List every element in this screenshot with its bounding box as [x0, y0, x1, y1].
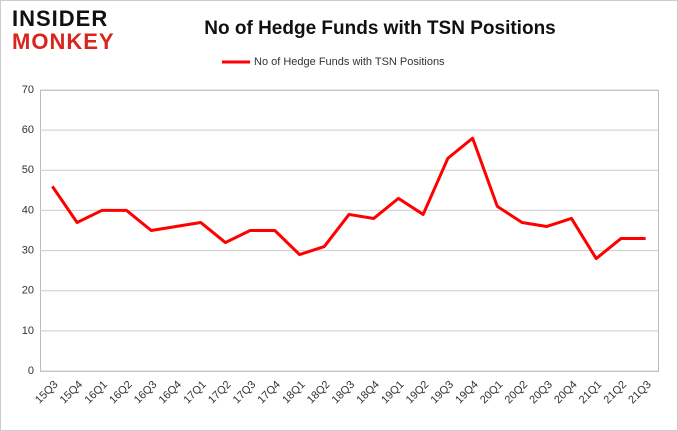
y-tick-label: 60: [22, 124, 34, 136]
data-line: [51, 136, 646, 261]
chart-title: No of Hedge Funds with TSN Positions: [204, 18, 556, 39]
y-tick-label: 70: [22, 84, 34, 96]
y-tick-label: 0: [28, 365, 34, 377]
logo-line2: MONKEY: [12, 29, 115, 54]
y-tick-label: 50: [22, 164, 34, 176]
legend-label: No of Hedge Funds with TSN Positions: [254, 56, 445, 68]
y-tick-label: 30: [22, 244, 34, 256]
y-tick-label: 10: [22, 325, 34, 337]
y-tick-label: 20: [22, 285, 34, 297]
y-tick-label: 40: [22, 204, 34, 216]
logo-line1: INSIDER: [12, 6, 108, 31]
